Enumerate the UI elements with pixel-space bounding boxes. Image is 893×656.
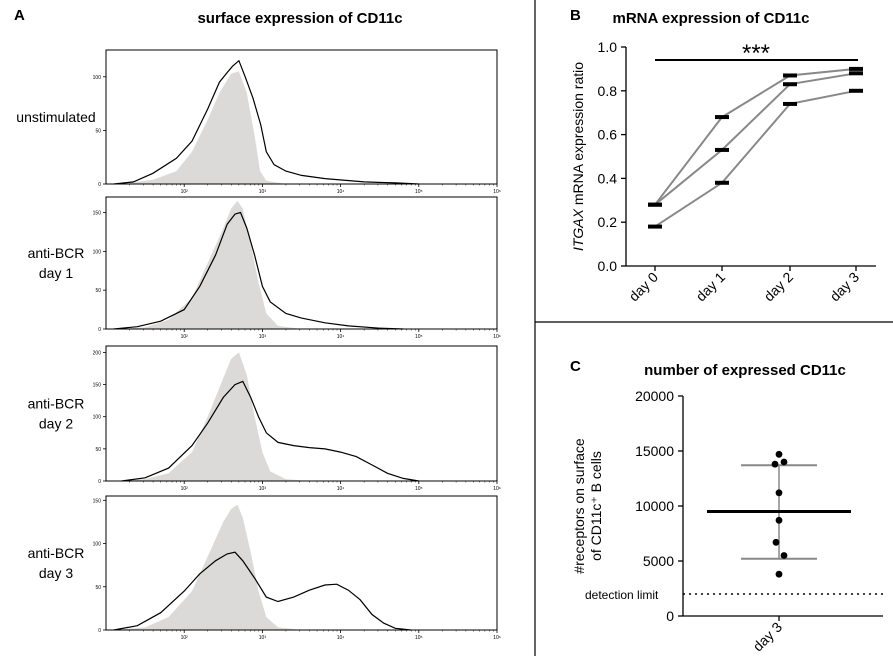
hist-0-row-label: unstimulated <box>16 109 95 125</box>
b-series-1-line <box>654 72 857 206</box>
c-data-point <box>780 458 788 466</box>
hist-2-x-tick-label: 10⁵ <box>415 486 423 492</box>
c-data-point <box>771 460 779 468</box>
c-y-tick-label: 0 <box>666 608 674 624</box>
b-x-tick-label: day 2 <box>761 269 797 305</box>
b-y-tick-label: 0.0 <box>598 258 618 274</box>
hist-1-x-tick-label: 10² <box>181 334 189 340</box>
hist-3-x-tick-label: 10³ <box>259 635 267 641</box>
hist-1-row-label: anti-BCR <box>28 245 85 261</box>
hist-0-x-tick-label: 10³ <box>259 189 267 195</box>
hist-1-y-tick-label: 0 <box>98 327 101 333</box>
b-series-0-line <box>654 67 857 206</box>
hist-2-y-tick-label: 200 <box>93 350 102 356</box>
hist-1-x-tick-label: 10⁵ <box>415 334 423 340</box>
hist-1-frame <box>105 196 498 330</box>
hist-3-row-label: anti-BCR <box>28 545 85 561</box>
panel-a-title: surface expression of CD11c <box>197 10 402 27</box>
b-y-tick-label: 0.8 <box>598 83 618 99</box>
hist-0-y-tick-label: 100 <box>93 75 102 81</box>
b-y-label: ITGAX mRNA expression ratio <box>570 62 586 251</box>
hist-1-row-label: day 1 <box>39 265 73 281</box>
panel-c-title: number of expressed CD11c <box>644 362 846 379</box>
b-y-tick-label: 0.6 <box>598 127 618 143</box>
hist-3-x-tick-label: 10⁴ <box>337 635 345 641</box>
hist-3-y-tick-label: 50 <box>95 585 101 591</box>
b-x-tick-label: day 3 <box>827 269 863 305</box>
hist-0-y-tick-label: 50 <box>95 128 101 134</box>
hist-2-frame <box>105 345 498 482</box>
c-y-tick-label: 10000 <box>635 498 674 514</box>
b-y-label-gene: ITGAX <box>570 208 586 251</box>
panel-b-letter: B <box>570 7 581 24</box>
hist-2-y-tick-label: 100 <box>93 415 102 421</box>
hist-3-frame <box>105 495 498 631</box>
hist-2-sample-line <box>121 380 419 482</box>
c-data-point <box>775 570 783 578</box>
c-y-tick-label: 15000 <box>635 443 674 459</box>
c-x-tick-label: day 3 <box>750 619 786 655</box>
hist-3-x-tick-label: 10⁶ <box>493 635 501 641</box>
c-y-label-line2: of CD11c⁺ B cells <box>588 451 604 561</box>
hist-1-x-tick-label: 10³ <box>259 334 267 340</box>
c-data-point <box>772 538 780 546</box>
b-x-tick-label: day 0 <box>626 269 662 305</box>
hist-1-y-tick-label: 150 <box>93 211 102 217</box>
hist-2-y-tick-label: 150 <box>93 383 102 389</box>
hist-2-x-tick-label: 10² <box>181 486 189 492</box>
panel-b-title: mRNA expression of CD11c <box>612 10 809 27</box>
hist-0-x-tick-label: 10⁵ <box>415 189 423 195</box>
hist-0-control-area <box>129 71 286 184</box>
hist-1-y-tick-label: 50 <box>95 288 101 294</box>
panel-b-line-chart: 0.0 0.2 0.4 0.6 0.8 1.0 day 0 day 1 day 2 day 3 IT… <box>570 39 876 304</box>
c-data-point <box>775 450 783 458</box>
c-detection-limit-label: detection limit <box>585 588 659 602</box>
hist-3-y-tick-label: 0 <box>98 628 101 634</box>
hist-2-x-tick-label: 10³ <box>259 486 267 492</box>
hist-2-row-label: day 2 <box>39 416 73 432</box>
panel-c-scatter: 0 5000 10000 15000 20000 day 3 #receptors on s… <box>571 388 883 654</box>
c-data-point <box>775 516 783 524</box>
b-series-2-line <box>654 89 857 228</box>
b-y-tick-label: 1.0 <box>598 39 618 55</box>
hist-0-sample-line <box>113 59 419 185</box>
hist-3-x-tick-label: 10⁵ <box>415 635 423 641</box>
hist-3-y-tick-label: 150 <box>93 498 102 504</box>
hist-0-x-tick-label: 10² <box>181 189 189 195</box>
hist-2-x-tick-label: 10⁶ <box>493 486 501 492</box>
b-y-tick-label: 0.4 <box>598 170 618 186</box>
c-data-point <box>780 552 788 559</box>
hist-1-y-tick-label: 100 <box>93 249 102 255</box>
hist-1-x-tick-label: 10⁶ <box>493 334 501 340</box>
hist-0-frame <box>105 49 498 185</box>
hist-3-sample-line <box>113 551 412 631</box>
panel-c-letter: C <box>570 358 581 375</box>
hist-1-x-tick-label: 10⁴ <box>337 334 345 340</box>
hist-2-x-tick-label: 10⁴ <box>337 486 345 492</box>
c-y-label-line1: #receptors on surface <box>571 438 587 574</box>
c-y-tick-label: 5000 <box>643 553 674 569</box>
hist-2-row-label: anti-BCR <box>28 396 85 412</box>
hist-0-x-tick-label: 10⁴ <box>337 189 345 195</box>
c-data-point <box>775 489 783 497</box>
b-x-tick-label: day 1 <box>693 269 729 305</box>
hist-0-x-tick-label: 10⁶ <box>493 189 501 195</box>
b-significance-label: *** <box>742 40 770 67</box>
c-y-tick-label: 20000 <box>635 388 674 404</box>
hist-1-control-area <box>113 200 302 329</box>
panel-a-histograms: 0 50 100 10² 10³ 10⁴ 10⁵ 10⁶ unstimulated 0 50 100 1… <box>16 49 501 641</box>
hist-3-row-label: day 3 <box>39 565 73 581</box>
hist-0-y-tick-label: 0 <box>98 182 101 188</box>
hist-2-y-tick-label: 0 <box>98 479 101 485</box>
b-y-tick-label: 0.2 <box>598 214 618 230</box>
panel-a-letter: A <box>14 7 25 24</box>
hist-3-y-tick-label: 100 <box>93 542 102 548</box>
hist-2-y-tick-label: 50 <box>95 447 101 453</box>
hist-1-sample-line <box>113 211 404 330</box>
b-y-label-rest: mRNA expression ratio <box>570 62 586 209</box>
hist-3-x-tick-label: 10² <box>181 635 189 641</box>
